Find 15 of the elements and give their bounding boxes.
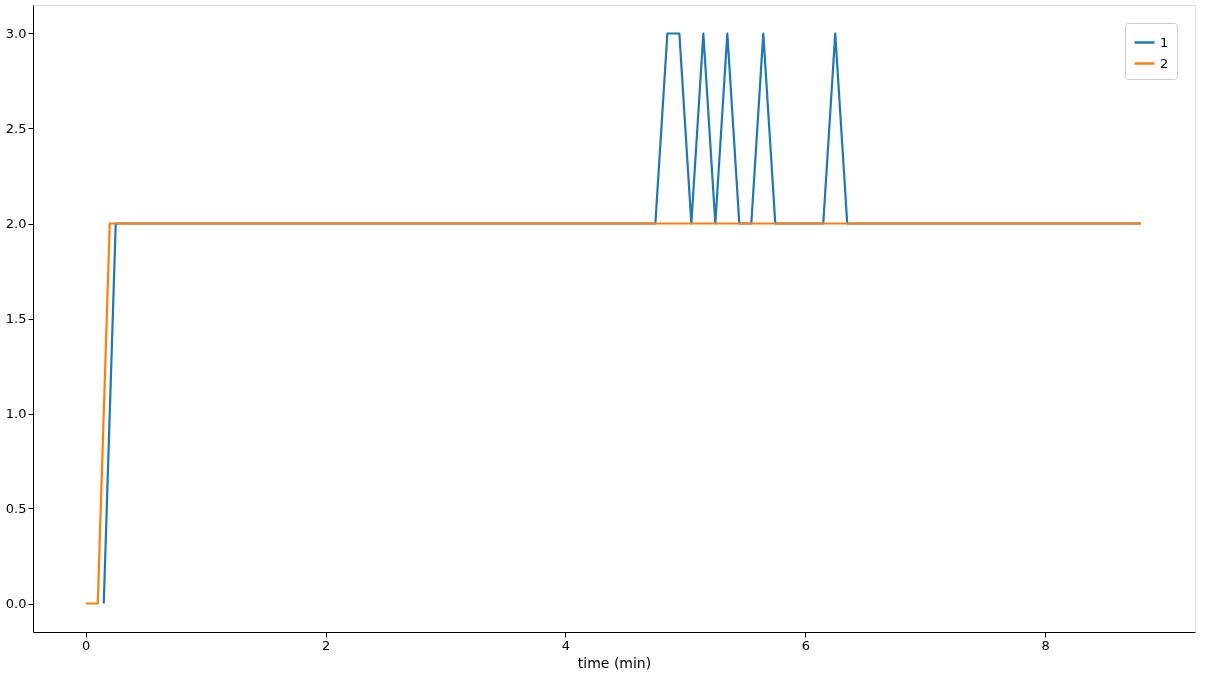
y-tick-label: 3.0 <box>5 26 27 41</box>
legend-label: 2 <box>1160 55 1169 71</box>
x-tick-label: 2 <box>321 637 331 653</box>
x-axis-title: time (min) <box>577 654 652 671</box>
x-tick-label: 6 <box>801 637 810 653</box>
x-tick-label: 4 <box>561 637 571 653</box>
y-tick-label: 2.5 <box>5 121 27 136</box>
y-tick-label: 1.5 <box>5 311 27 326</box>
y-tick-label: 1.0 <box>5 406 27 421</box>
y-tick-label: 0.0 <box>5 596 27 611</box>
y-tick-label: 0.5 <box>5 501 27 516</box>
y-tick-label: 2.0 <box>5 216 27 231</box>
x-tick-label: 8 <box>1041 637 1050 653</box>
x-tick-label: 0 <box>82 637 91 653</box>
legend-label: 1 <box>1160 34 1169 50</box>
